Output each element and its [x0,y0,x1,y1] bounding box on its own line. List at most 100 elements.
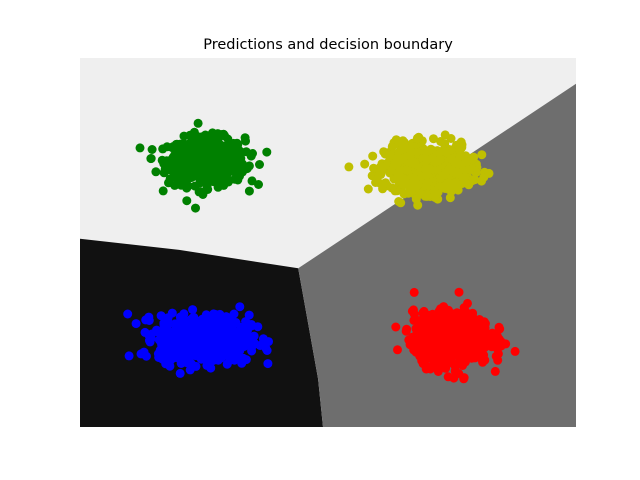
data-point [212,136,222,145]
data-point [403,188,413,198]
data-point [238,353,248,363]
data-point [217,333,227,343]
data-point [160,163,170,173]
data-point [175,312,185,322]
data-point [440,130,450,140]
data-point [182,196,192,206]
data-point [175,368,185,378]
data-point [224,156,234,166]
data-point [227,315,237,325]
series-1 [344,130,494,210]
data-point [242,164,252,174]
series-2 [123,302,273,378]
data-point [452,350,462,360]
data-point [131,319,141,329]
data-point [430,186,440,196]
data-point [421,364,431,374]
data-point [163,336,173,345]
data-point [191,157,201,167]
data-point [401,165,411,175]
data-point [433,367,443,376]
data-point [172,320,182,330]
data-point [394,167,404,177]
data-point [124,351,134,361]
data-point [182,160,192,170]
data-point [183,331,193,341]
data-point [436,154,446,164]
data-point [492,331,502,341]
data-point [239,338,249,348]
data-point [363,184,373,194]
data-point [393,345,402,355]
data-point [209,330,218,340]
data-point [480,323,490,333]
data-point [360,159,370,169]
data-point [244,310,254,320]
data-point [397,144,407,154]
data-point [460,172,470,182]
data-point [220,146,230,156]
data-point [232,144,242,154]
data-point [490,366,500,376]
data-point [197,338,207,348]
data-point [451,167,461,177]
data-point [463,298,472,308]
data-point [372,174,381,184]
data-point [200,135,210,144]
data-point [165,361,175,371]
data-point [409,287,419,297]
data-point [468,154,478,164]
data-point [255,341,265,350]
data-point [231,167,241,177]
data-point [211,310,221,319]
data-point [423,177,433,187]
data-point [416,330,425,339]
data-point [435,346,444,356]
data-point [409,337,419,347]
data-point [401,326,411,336]
data-point [424,146,434,156]
data-point [154,335,164,345]
data-point [405,151,415,161]
data-point [464,180,474,190]
data-point [193,147,203,157]
data-point [151,167,161,177]
data-point [419,306,429,316]
data-point [484,168,494,178]
data-point [386,150,396,160]
data-point [213,129,223,139]
data-point [409,315,419,325]
data-point [469,330,479,340]
series-0 [135,118,272,213]
data-point [422,320,432,330]
data-point [415,351,425,361]
data-point [202,152,212,162]
data-point [375,166,385,176]
data-point [344,162,354,172]
data-point [214,324,224,334]
data-point [166,155,175,165]
data-point [477,150,487,160]
data-point [428,309,438,319]
data-point [464,324,474,334]
data-point [440,184,450,193]
data-point [413,180,423,190]
data-point [433,335,443,345]
data-point [472,319,482,329]
data-point [158,186,168,196]
data-point [185,130,195,140]
data-point [455,146,465,156]
data-point [244,186,254,196]
data-point [220,314,230,324]
data-point [136,349,146,359]
scatter-points [123,118,520,384]
data-point [255,160,264,169]
data-point [171,144,181,154]
data-point [412,133,422,143]
data-point [429,359,439,369]
data-point [429,134,438,144]
data-point [215,177,225,187]
data-point [454,287,464,297]
data-point [262,147,272,157]
